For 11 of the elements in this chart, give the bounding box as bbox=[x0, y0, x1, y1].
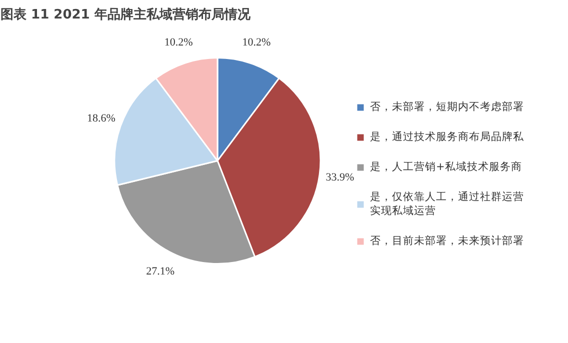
legend-label: 否，目前未部署，未来预计部署 bbox=[370, 234, 524, 248]
legend-label: 是，仅依靠人工，通过社群运营实现私域运营 bbox=[370, 190, 524, 218]
chart-title: 图表 11 2021 年品牌主私域营销布局情况 bbox=[0, 6, 252, 22]
data-label: 10.2% bbox=[164, 36, 193, 48]
data-label: 18.6% bbox=[87, 112, 116, 124]
data-label: 10.2% bbox=[242, 36, 271, 48]
legend-label: 是，通过技术服务商布局品牌私 bbox=[370, 130, 524, 144]
data-label: 27.1% bbox=[146, 265, 175, 278]
data-label: 33.9% bbox=[326, 172, 354, 184]
legend-label: 是，人工营销+私域技术服务商 bbox=[370, 160, 522, 174]
legend-label: 否，未部署，短期内不考虑部署 bbox=[370, 100, 524, 114]
